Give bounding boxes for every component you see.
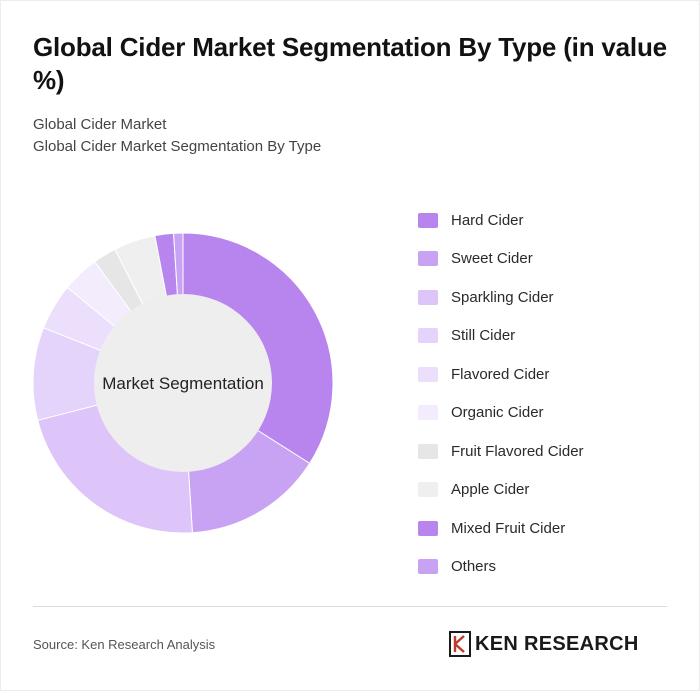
legend-item: Sparkling Cider — [418, 278, 678, 317]
legend-swatch — [418, 251, 438, 267]
footer-divider — [33, 606, 667, 607]
legend-item: Organic Cider — [418, 394, 678, 433]
subtitle-line-1: Global Cider Market — [33, 116, 167, 133]
source-note: Source: Ken Research Analysis — [33, 637, 216, 652]
chart-title: Global Cider Market Segmentation By Type… — [33, 32, 667, 95]
donut-chart: Market Segmentation — [32, 232, 334, 534]
legend-item: Mixed Fruit Cider — [418, 509, 678, 548]
legend-item: Sweet Cider — [418, 240, 678, 279]
legend-label: Sweet Cider — [451, 250, 533, 268]
legend-label: Flavored Cider — [451, 365, 550, 383]
legend-item: Flavored Cider — [418, 355, 678, 394]
legend-label: Still Cider — [451, 327, 516, 345]
donut-center-label: Market Segmentation — [102, 374, 264, 393]
ken-research-logo: KEN RESEARCH — [449, 629, 639, 659]
legend-item: Others — [418, 548, 678, 587]
legend-label: Mixed Fruit Cider — [451, 519, 566, 537]
legend-swatch — [418, 559, 438, 575]
legend-swatch — [418, 328, 438, 344]
legend-item: Apple Cider — [418, 471, 678, 510]
legend-swatch — [418, 443, 438, 459]
legend-swatch — [418, 482, 438, 498]
legend-label: Organic Cider — [451, 404, 544, 422]
legend-swatch — [418, 366, 438, 382]
logo-wordmark: KEN RESEARCH — [475, 632, 639, 655]
legend-item: Fruit Flavored Cider — [418, 432, 678, 471]
legend-swatch — [418, 405, 438, 421]
legend-label: Apple Cider — [451, 481, 530, 499]
legend-label: Sparkling Cider — [451, 288, 554, 306]
ken-research-logo-icon — [449, 631, 471, 657]
legend-swatch — [418, 289, 438, 305]
chart-subtitle: Global Cider Market Global Cider Market … — [33, 114, 321, 158]
chart-legend: Hard Cider Sweet Cider Sparkling Cider Stil… — [418, 201, 678, 586]
legend-item: Hard Cider — [418, 201, 678, 240]
legend-label: Others — [451, 558, 497, 576]
legend-swatch — [418, 212, 438, 228]
legend-label: Fruit Flavored Cider — [451, 442, 584, 460]
legend-label: Hard Cider — [451, 211, 524, 229]
legend-swatch — [418, 520, 438, 536]
donut-hole — [94, 294, 272, 472]
subtitle-line-2: Global Cider Market Segmentation By Type — [33, 138, 322, 155]
legend-item: Still Cider — [418, 317, 678, 356]
